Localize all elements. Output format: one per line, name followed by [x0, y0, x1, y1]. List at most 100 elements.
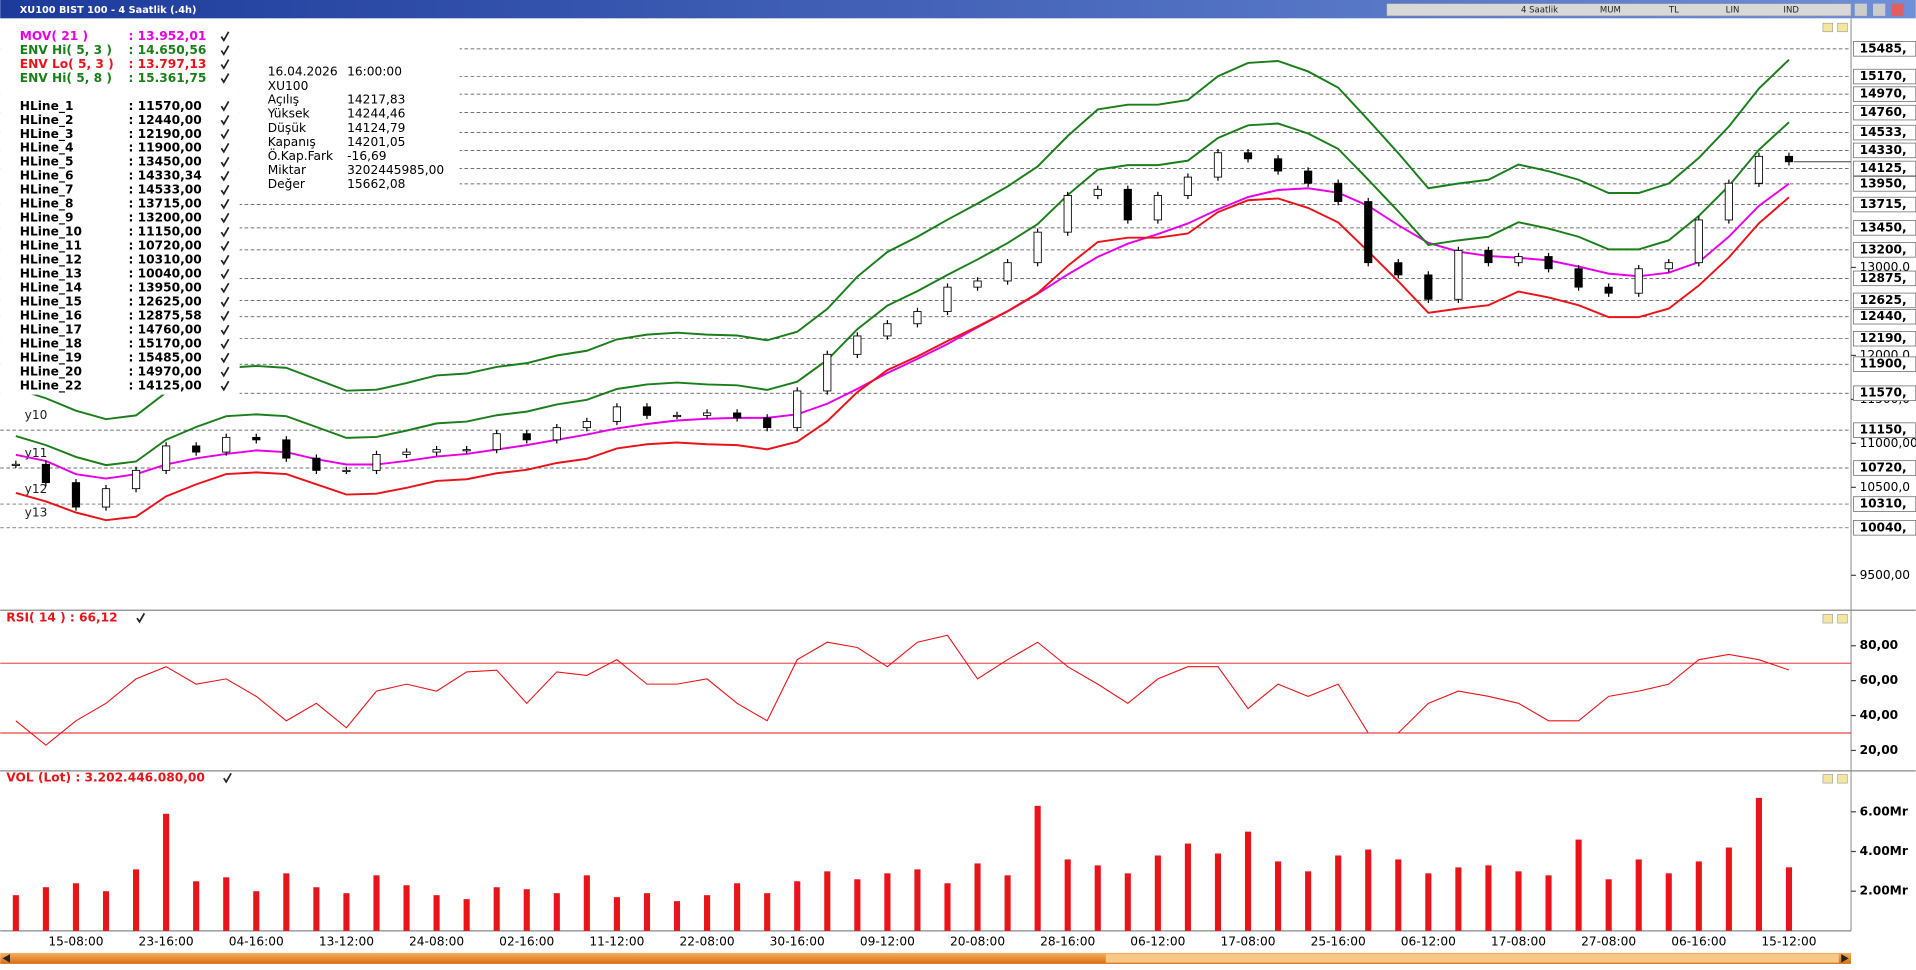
maximize-button[interactable]: [1873, 3, 1886, 16]
check-icon: [220, 198, 230, 210]
x-tick-label: 30-16:00: [770, 934, 825, 948]
candle: [222, 436, 231, 453]
scrollbar-thumb[interactable]: [1105, 954, 1839, 963]
info-label: Kapanış: [268, 135, 316, 149]
y-tick-label: 60,00: [1860, 673, 1899, 687]
info-label: Miktar: [268, 163, 307, 177]
hline-label: 10040,: [1860, 520, 1907, 534]
candle: [1484, 250, 1493, 264]
volume-bar: [1695, 861, 1702, 931]
check-icon: [220, 296, 230, 308]
hline-value: : 10720,00: [128, 239, 201, 253]
volume-bar: [403, 885, 410, 931]
candle: [432, 449, 441, 453]
scroll-right[interactable]: [1841, 954, 1849, 963]
close-button[interactable]: [1891, 3, 1904, 16]
candle: [1153, 195, 1162, 221]
volume-bar: [373, 875, 380, 931]
x-tick-label: 15-12:00: [1761, 934, 1816, 948]
check-icon: [220, 45, 230, 56]
candle: [552, 427, 561, 441]
candle: [1093, 188, 1102, 196]
hline-label: 14125,: [1860, 161, 1907, 175]
candle: [1724, 182, 1733, 221]
candle: [1454, 250, 1463, 300]
hline-value: : 12190,00: [128, 127, 201, 141]
hline-value: : 15485,00: [128, 351, 201, 365]
x-tick-label: 17-08:00: [1220, 934, 1275, 948]
check-icon: [220, 268, 230, 280]
panel-button: [1822, 22, 1834, 33]
y-tick-label: 80,00: [1860, 638, 1899, 652]
volume-bar: [163, 813, 170, 931]
candle: [41, 463, 50, 484]
hline-label: 14330,: [1860, 143, 1907, 157]
hline-name: HLine_14: [20, 281, 82, 296]
candle: [793, 390, 802, 429]
panel-title: RSI( 14 ) : 66,12: [6, 611, 117, 625]
hline-name: HLine_13: [20, 267, 82, 282]
check-icon: [220, 282, 230, 294]
volume-bar: [1214, 853, 1222, 931]
x-tick-label: 28-16:00: [1040, 934, 1095, 948]
x-tick-label: 27-08:00: [1581, 934, 1636, 948]
info-value: 15662,08: [347, 177, 405, 191]
scroll-left[interactable]: [2, 954, 10, 963]
hline-name: HLine_10: [20, 225, 82, 240]
info-value: 14201,05: [347, 135, 405, 149]
candle: [71, 482, 81, 508]
volume-bar: [433, 895, 440, 931]
info-label: Ö.Kap.Fark: [268, 147, 334, 163]
check-icon: [220, 212, 230, 224]
volume-bar: [1395, 859, 1402, 931]
candle: [883, 323, 892, 337]
toolbar-item: MUM: [1600, 5, 1621, 15]
info-label: Yüksek: [267, 107, 311, 121]
volume-bar: [313, 887, 320, 931]
hline-name: HLine_16: [20, 309, 82, 324]
check-icon: [220, 114, 230, 126]
hline-value: : 14533,00: [128, 183, 201, 197]
candle: [702, 412, 712, 416]
hline-name: HLine_18: [20, 337, 82, 352]
candle: [101, 488, 111, 508]
volume-bar: [944, 883, 951, 931]
legend-name: ENV Lo( 5, 3 ): [20, 57, 114, 71]
candle: [1544, 256, 1553, 270]
volume-bar: [463, 899, 470, 931]
series-line: [15, 182, 1790, 480]
candle: [162, 445, 171, 471]
volume-bar: [42, 887, 49, 931]
check-icon: [220, 73, 230, 84]
candle: [1033, 231, 1042, 264]
candle: [1364, 201, 1373, 264]
hline-name: HLine_15: [20, 295, 82, 310]
volume-bar: [643, 893, 651, 931]
toolbar-item: IND: [1783, 5, 1799, 15]
hline-value: : 13950,00: [128, 281, 201, 295]
hline-name: HLine_20: [20, 365, 82, 380]
hline-label: 12875,: [1860, 271, 1907, 285]
volume-bar: [974, 863, 981, 931]
x-tick-label: 04-16:00: [229, 934, 284, 948]
candle: [492, 433, 501, 451]
toolbar[interactable]: [1386, 3, 1852, 17]
scrollbar[interactable]: [0, 952, 1852, 964]
hline-label: 11570,: [1860, 386, 1907, 400]
hline-name: HLine_3: [20, 127, 74, 142]
info-label: Açılış: [268, 93, 299, 107]
x-tick-label: 06-12:00: [1130, 934, 1185, 948]
hline-value: : 10310,00: [128, 253, 201, 267]
check-icon: [220, 352, 230, 364]
legend-value: : 13.952,01: [128, 29, 206, 43]
volume-bar: [1485, 865, 1492, 931]
volume-bar: [794, 881, 801, 931]
volume-bar: [1335, 855, 1342, 931]
candle: [1394, 262, 1403, 276]
candle: [1664, 262, 1673, 270]
minimize-button[interactable]: [1854, 3, 1867, 16]
candle: [192, 445, 201, 453]
volume-bar: [493, 887, 500, 931]
hline-value: : 13200,00: [128, 211, 201, 225]
hline-value: : 11150,00: [128, 225, 201, 239]
